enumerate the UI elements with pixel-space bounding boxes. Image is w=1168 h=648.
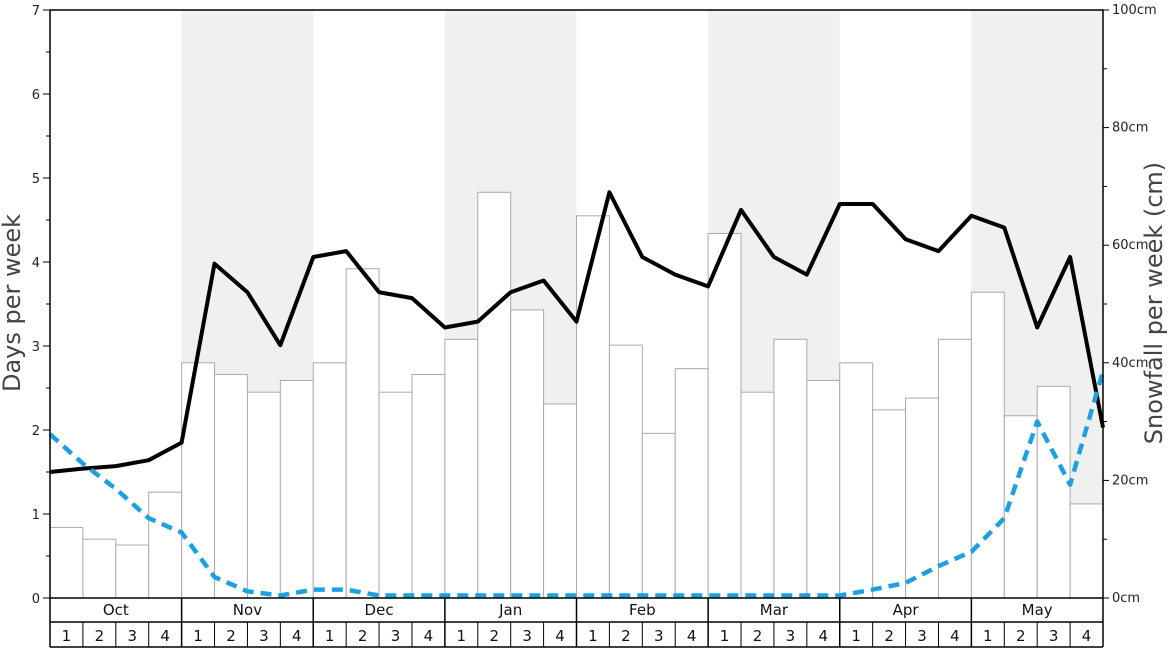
- week-label: 4: [555, 627, 565, 645]
- snow-bar: [279, 379, 314, 599]
- week-label: 1: [851, 627, 861, 645]
- week-label: 2: [489, 627, 499, 645]
- month-label: Dec: [365, 601, 394, 619]
- series-lines: [48, 190, 1106, 598]
- snow-bar: [510, 309, 545, 599]
- week-label: 3: [522, 627, 532, 645]
- left-tick-label: 2: [32, 424, 40, 439]
- solid-series-line: [49, 190, 1105, 474]
- month-label: Apr: [893, 601, 920, 619]
- right-tick-label: 20cm: [1112, 473, 1148, 488]
- snow-bar: [806, 379, 841, 599]
- left-tick-label: 5: [32, 172, 40, 187]
- week-label: 2: [226, 627, 236, 645]
- right-axis: 0cm 20cm 40cm 60cm 80cm 100cm: [1103, 3, 1157, 606]
- left-tick-label: 1: [32, 508, 40, 523]
- snow-bar: [246, 391, 281, 599]
- category-axis: Oct Nov Dec Jan Feb Mar Apr May 1 2 3 4 1 2 3 4 1 2 3 4 1 2 3 4…: [49, 598, 1104, 648]
- snow-bar: [773, 338, 808, 599]
- snow-bar: [839, 362, 874, 599]
- month-label: May: [1022, 601, 1053, 619]
- week-label: 2: [95, 627, 105, 645]
- week-label: 2: [753, 627, 763, 645]
- snow-bar: [411, 374, 446, 599]
- week-label: 1: [325, 627, 335, 645]
- month-label: Mar: [760, 601, 789, 619]
- week-label: 3: [1049, 627, 1059, 645]
- week-label: 3: [654, 627, 664, 645]
- snow-bar: [378, 391, 413, 599]
- week-label: 4: [160, 627, 170, 645]
- left-axis-title: Days per week: [0, 214, 26, 392]
- snow-bar: [181, 362, 216, 599]
- week-label: 2: [1016, 627, 1026, 645]
- week-label: 3: [917, 627, 927, 645]
- right-tick-label: 40cm: [1112, 356, 1148, 371]
- week-label: 1: [720, 627, 730, 645]
- snow-bar: [707, 232, 742, 599]
- week-label: 1: [588, 627, 598, 645]
- week-label: 4: [1082, 627, 1092, 645]
- snow-bar: [49, 526, 84, 599]
- week-label: 3: [127, 627, 137, 645]
- week-label: 3: [259, 627, 269, 645]
- snow-bar: [82, 538, 117, 599]
- snow-bar: [608, 344, 643, 599]
- week-label: 1: [62, 627, 72, 645]
- snow-bar: [1069, 503, 1104, 599]
- snowfall-bars: [49, 191, 1104, 599]
- left-tick-label: 6: [32, 88, 40, 103]
- right-tick-label: 60cm: [1112, 238, 1148, 253]
- snow-bar: [740, 391, 775, 599]
- week-label: 1: [983, 627, 993, 645]
- left-tick-label: 4: [32, 256, 40, 271]
- week-label: 1: [457, 627, 467, 645]
- snow-bar: [148, 491, 183, 599]
- snow-bar: [970, 291, 1005, 599]
- snow-bar: [115, 544, 150, 599]
- week-label: 2: [358, 627, 368, 645]
- right-tick-label: 100cm: [1112, 3, 1157, 18]
- snow-bar: [905, 397, 939, 599]
- week-label: 2: [621, 627, 631, 645]
- left-axis: 0 1 2 3 4 5 6 7: [32, 4, 50, 607]
- week-label: 3: [391, 627, 401, 645]
- right-axis-title: Snowfall per week (cm): [1140, 162, 1168, 444]
- snow-bar: [576, 215, 610, 599]
- snow-bar: [312, 362, 347, 599]
- week-label: 4: [819, 627, 829, 645]
- dashed-series-line: [48, 370, 1106, 598]
- week-label: 3: [786, 627, 796, 645]
- left-tick-label: 7: [32, 4, 40, 19]
- week-label: 1: [193, 627, 203, 645]
- right-tick-label: 0cm: [1112, 591, 1140, 606]
- snow-bar: [444, 338, 479, 599]
- month-label: Feb: [629, 601, 656, 619]
- week-label: 4: [687, 627, 697, 645]
- week-label: 4: [950, 627, 960, 645]
- left-tick-label: 3: [32, 340, 40, 355]
- snow-bar: [214, 374, 248, 599]
- month-label: Oct: [103, 601, 129, 619]
- snow-bar: [543, 403, 577, 599]
- week-label: 4: [292, 627, 302, 645]
- left-tick-label: 0: [32, 592, 40, 607]
- snow-bar: [674, 368, 709, 599]
- month-label: Jan: [498, 601, 522, 619]
- snow-bar: [641, 432, 676, 599]
- week-label: 2: [884, 627, 894, 645]
- snow-bar: [345, 268, 380, 599]
- snow-bar: [872, 409, 907, 599]
- month-label: Nov: [233, 601, 262, 619]
- week-label: 4: [424, 627, 434, 645]
- snow-bar: [1036, 385, 1071, 599]
- right-tick-label: 80cm: [1112, 121, 1148, 136]
- snow-bar: [477, 191, 512, 599]
